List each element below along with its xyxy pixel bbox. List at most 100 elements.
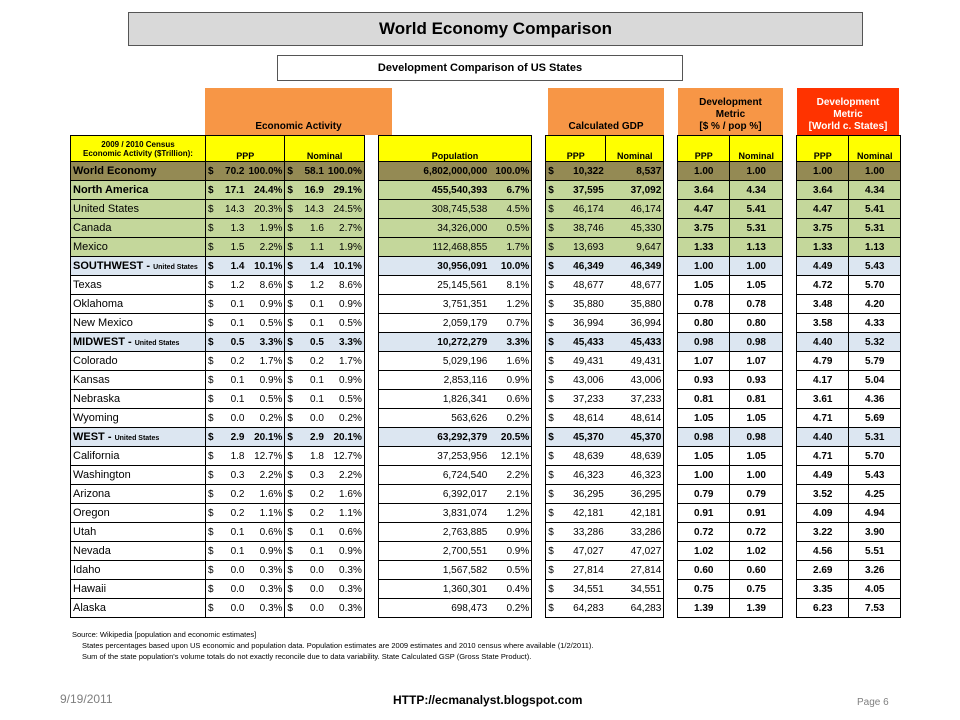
row-label: SOUTHWEST - United States [70,256,206,276]
row-label-text: Utah [73,526,97,538]
cell-m-ppp: 0.98 [677,332,730,352]
cell-m-ppp: 0.80 [677,313,730,333]
row-label: Mexico [70,237,206,257]
cell-pop-pct: 100.0% [493,161,533,181]
cell-cur2: $ [284,351,299,371]
cell-ppp-pct: 0.9% [246,541,285,561]
row-label-text: Canada [73,222,112,234]
cell-w-nom: 7.53 [848,598,902,618]
cell-cur2: $ [284,503,299,523]
census-label-line2: Economic Activity ($Trillion): [83,148,193,158]
cell-w-ppp: 3.48 [796,294,849,314]
cell-ppp: 1.8 [219,446,247,466]
cell-gdp-ppp: 34,551 [557,579,606,599]
cell-m-ppp: 4.47 [677,199,730,219]
footer-url-link[interactable]: HTTP://ecmanalyst.blogspot.com [393,693,583,707]
row-label-text: Nebraska [73,393,121,405]
cell-nom: 58.1 [298,161,326,181]
cell-ppp: 2.9 [219,427,247,447]
table-row: Canada $1.3 1.9% $1.6 2.7% 34,326,000 0.5% $38,… [70,218,902,238]
cell-pop: 1,360,301 [377,579,494,599]
cell-ppp: 0.2 [219,351,247,371]
cell-gdp-nom: 47,027 [605,541,665,561]
cell-cur2: $ [284,598,299,618]
row-label: Kansas [70,370,206,390]
cell-gdp-ppp: 10,322 [557,161,606,181]
row-label-text: Wyoming [73,412,119,424]
cell-pop-pct: 2.1% [493,484,533,504]
cell-cur2: $ [284,579,299,599]
row-label: WEST - United States [70,427,206,447]
header-dev-metric-pop-line3: [$ % / pop %] [699,121,762,132]
table-row: Colorado $0.2 1.7% $0.2 1.7% 5,029,196 1.6% $49… [70,351,902,371]
cell-m-nom: 1.00 [729,465,784,485]
cell-gdp-nom: 43,006 [605,370,665,390]
cell-nom-pct: 1.1% [325,503,365,523]
cell-m-nom: 0.75 [729,579,784,599]
cell-m-nom: 1.02 [729,541,784,561]
cell-m-ppp: 1.00 [677,256,730,276]
cell-cur1: $ [205,351,220,371]
cell-m-nom: 0.60 [729,560,784,580]
cell-ppp: 0.0 [219,408,247,428]
cell-m-nom: 1.39 [729,598,784,618]
cell-nom-pct: 20.1% [325,427,365,447]
row-label: Idaho [70,560,206,580]
cell-cur2: $ [284,389,299,409]
cell-cur1: $ [205,389,220,409]
cell-cur1: $ [205,313,220,333]
cell-w-nom: 1.13 [848,237,902,257]
cell-w-ppp: 4.71 [796,408,849,428]
row-label: Hawaii [70,579,206,599]
cell-pop-pct: 4.5% [493,199,533,219]
cell-w-nom: 5.43 [848,465,902,485]
cell-gdp-ppp: 33,286 [557,522,606,542]
cell-cur2: $ [284,370,299,390]
cell-w-nom: 4.36 [848,389,902,409]
cell-m-ppp: 3.75 [677,218,730,238]
cell-nom: 0.1 [298,313,326,333]
cell-cur2: $ [284,560,299,580]
cell-pop: 1,826,341 [377,389,494,409]
cell-m-ppp: 0.81 [677,389,730,409]
cell-w-ppp: 4.49 [796,465,849,485]
cell-pop-pct: 1.2% [493,294,533,314]
cell-w-nom: 5.51 [848,541,902,561]
row-label-text: WEST - [73,431,115,443]
cell-m-nom: 0.72 [729,522,784,542]
cell-pop: 698,473 [377,598,494,618]
census-label-line1: 2009 / 2010 Census [101,139,175,149]
cell-m-nom: 0.98 [729,332,784,352]
cell-pop: 563,626 [377,408,494,428]
cell-ppp-pct: 0.3% [246,598,285,618]
cell-ppp: 0.2 [219,484,247,504]
cell-m-nom: 0.81 [729,389,784,409]
col-header-ppp: PPP [204,135,285,162]
cell-m-ppp: 3.64 [677,180,730,200]
cell-nom-pct: 0.5% [325,389,365,409]
cell-nom-pct: 0.9% [325,370,365,390]
row-label: North America [70,180,206,200]
cell-m-ppp: 1.00 [677,465,730,485]
cell-w-ppp: 3.58 [796,313,849,333]
row-label-text: World Economy [73,165,157,177]
cell-m-nom: 1.00 [729,161,784,181]
cell-gdp-ppp: 37,595 [557,180,606,200]
cell-pop-pct: 10.0% [493,256,533,276]
cell-ppp-pct: 20.3% [246,199,285,219]
cell-m-nom: 0.93 [729,370,784,390]
row-label-text: Colorado [73,355,118,367]
cell-cur2: $ [284,408,299,428]
cell-gdp-nom: 48,677 [605,275,665,295]
cell-cur2: $ [284,427,299,447]
cell-pop-pct: 2.2% [493,465,533,485]
cell-cur2: $ [284,180,299,200]
row-label: Arizona [70,484,206,504]
row-label-text: SOUTHWEST - [73,260,154,272]
table-row: Idaho $0.0 0.3% $0.0 0.3% 1,567,582 0.5% $27,81… [70,560,902,580]
cell-m-ppp: 0.98 [677,427,730,447]
cell-m-nom: 1.05 [729,408,784,428]
row-label-text: Hawaii [73,583,107,595]
cell-gdp-nom: 37,092 [605,180,665,200]
cell-ppp-pct: 0.9% [246,370,285,390]
